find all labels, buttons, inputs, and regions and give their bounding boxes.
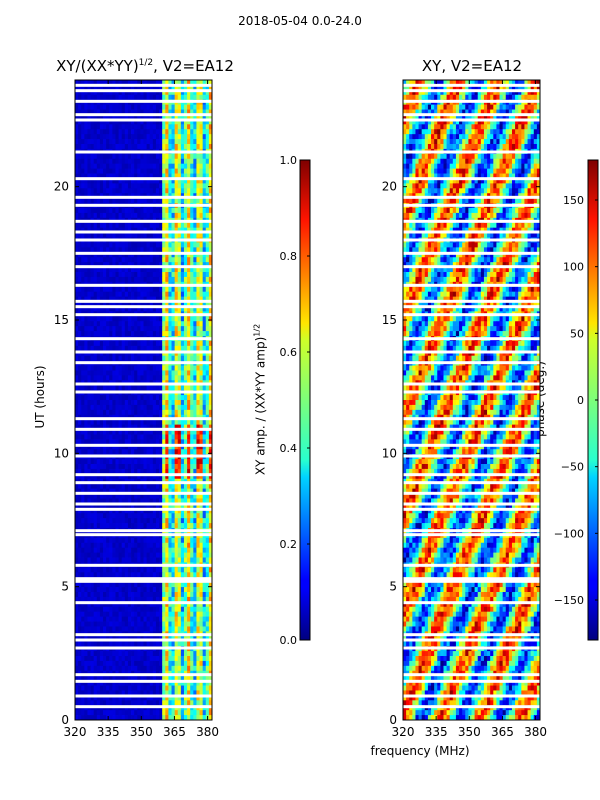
ytick-label: 15 [54,313,69,327]
colorbar-tick-label: 1.0 [280,154,298,167]
left-panel-title: XY/(XX*YY)1/2, V2=EA12 [56,57,234,75]
ytick-label: 20 [382,180,397,194]
right-panel-title: XY, V2=EA12 [421,57,523,75]
colorbar-tick-label: −50 [561,461,584,474]
colorbar-tick-label: 0.0 [280,634,298,647]
colorbar-tick-label: 0.6 [280,346,298,359]
ytick-label: 10 [54,446,69,460]
xtick-label: 350 [130,725,153,739]
ytick-label: 5 [61,580,69,594]
colorbar-tick-label: 0.2 [280,538,298,551]
right-axes-frame [402,79,541,721]
xtick-label: 335 [97,725,120,739]
ytick-label: 15 [382,313,397,327]
x-axis-label: frequency (MHz) [370,744,470,758]
colorbar-tick-label: 100 [563,261,584,274]
xtick-label: 380 [524,725,547,739]
colorbar-tick-label: −150 [554,594,584,607]
colorbar-tick-label: 50 [570,327,584,340]
ytick-label: 0 [389,713,397,727]
ytick-label: 5 [389,580,397,594]
colorbar-tick-label: 0.8 [280,250,298,263]
colorbar-tick-label: −100 [554,527,584,540]
colorbar-tick-label: 150 [563,194,584,207]
ytick-label: 10 [382,446,397,460]
ytick-label: 0 [61,713,69,727]
left-axes-frame [74,79,213,721]
ytick-label: 20 [54,180,69,194]
xtick-label: 320 [64,725,87,739]
xtick-label: 320 [392,725,415,739]
xtick-label: 350 [458,725,481,739]
right-heatmap [403,80,541,721]
xtick-label: 365 [163,725,186,739]
xtick-label: 380 [196,725,219,739]
xtick-label: 365 [491,725,514,739]
colorbar-tick-label: 0 [577,394,584,407]
xtick-label: 335 [425,725,448,739]
amp-colorbar [299,159,311,641]
left-heatmap [75,80,213,721]
colorbar-tick-label: 0.4 [280,442,298,455]
figure-suptitle: 2018-05-04 0.0-24.0 [238,14,362,28]
